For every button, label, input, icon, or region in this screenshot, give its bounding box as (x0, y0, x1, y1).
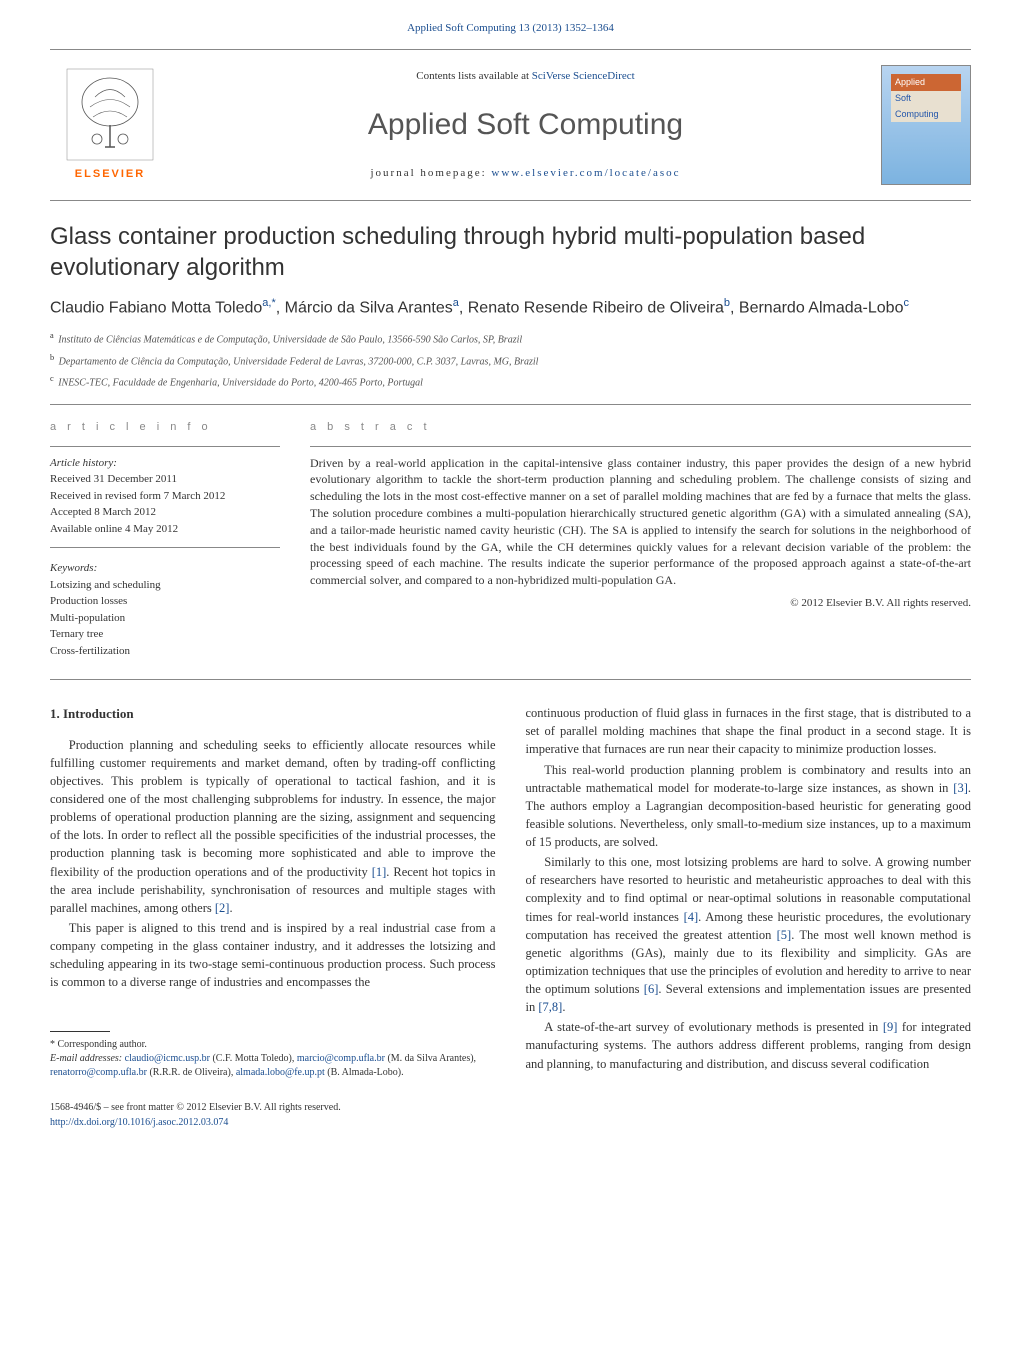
cover-badge-line2: Soft (891, 91, 961, 107)
journal-header-center: Contents lists available at SciVerse Sci… (170, 68, 881, 182)
emails-label: E-mail addresses: (50, 1053, 125, 1064)
header-citation: Applied Soft Computing 13 (2013) 1352–13… (50, 20, 971, 37)
rule-above-info (50, 404, 971, 405)
rule-below-abstract (50, 679, 971, 680)
history-label: Article history: (50, 455, 280, 472)
homepage-prefix: journal homepage: (371, 167, 492, 179)
corresponding-author-note: * Corresponding author. (50, 1038, 496, 1052)
homepage-link[interactable]: www.elsevier.com/locate/asoc (491, 167, 680, 179)
right-paragraphs: continuous production of fluid glass in … (526, 704, 972, 1073)
affiliation-line: a Instituto de Ciências Matemáticas e de… (50, 330, 971, 347)
affiliations-block: a Instituto de Ciências Matemáticas e de… (50, 330, 971, 390)
article-info-label: a r t i c l e i n f o (50, 419, 280, 436)
keyword-item: Production losses (50, 593, 280, 610)
abstract-column: a b s t r a c t Driven by a real-world a… (310, 419, 971, 659)
history-items: Received 31 December 2011Received in rev… (50, 471, 280, 537)
affiliation-line: c INESC-TEC, Faculdade de Engenharia, Un… (50, 373, 971, 390)
body-paragraph: continuous production of fluid glass in … (526, 704, 972, 758)
keyword-item: Ternary tree (50, 626, 280, 643)
section-heading-1: 1. Introduction (50, 704, 496, 724)
right-column: continuous production of fluid glass in … (526, 704, 972, 1130)
keyword-item: Multi-population (50, 610, 280, 627)
bottom-publication-info: 1568-4946/$ – see front matter © 2012 El… (50, 1100, 496, 1130)
info-abstract-row: a r t i c l e i n f o Article history: R… (50, 419, 971, 659)
left-column: 1. Introduction Production planning and … (50, 704, 496, 1130)
elsevier-tree-icon (65, 67, 155, 162)
history-item: Received in revised form 7 March 2012 (50, 488, 280, 505)
keyword-items: Lotsizing and schedulingProduction losse… (50, 577, 280, 660)
abstract-rule (310, 446, 971, 447)
history-item: Received 31 December 2011 (50, 471, 280, 488)
keywords-label: Keywords: (50, 560, 280, 577)
journal-header: ELSEVIER Contents lists available at Sci… (50, 49, 971, 201)
body-paragraph: This real-world production planning prob… (526, 761, 972, 852)
isbn-line: 1568-4946/$ – see front matter © 2012 El… (50, 1100, 496, 1115)
cover-badge-line1: Applied (891, 74, 961, 92)
journal-name: Applied Soft Computing (170, 102, 881, 147)
body-columns: 1. Introduction Production planning and … (50, 704, 971, 1130)
contents-prefix: Contents lists available at (416, 70, 531, 82)
body-paragraph: A state-of-the-art survey of evolutionar… (526, 1018, 972, 1072)
journal-homepage-line: journal homepage: www.elsevier.com/locat… (170, 165, 881, 182)
history-item: Accepted 8 March 2012 (50, 504, 280, 521)
article-title: Glass container production scheduling th… (50, 221, 971, 283)
body-paragraph: This paper is aligned to this trend and … (50, 919, 496, 992)
affiliation-line: b Departamento de Ciência da Computação,… (50, 352, 971, 369)
body-paragraph: Similarly to this one, most lotsizing pr… (526, 853, 972, 1016)
footnote-separator (50, 1031, 110, 1032)
history-item: Available online 4 May 2012 (50, 521, 280, 538)
body-paragraph: Production planning and scheduling seeks… (50, 736, 496, 917)
sciencedirect-link[interactable]: SciVerse ScienceDirect (532, 70, 635, 82)
info-rule (50, 446, 280, 447)
elsevier-text: ELSEVIER (75, 166, 145, 183)
abstract-copyright: © 2012 Elsevier B.V. All rights reserved… (310, 595, 971, 612)
info-rule-2 (50, 547, 280, 548)
authors-line: Claudio Fabiano Motta Toledoa,*, Márcio … (50, 295, 971, 320)
abstract-text: Driven by a real-world application in th… (310, 455, 971, 589)
emails-footnote: E-mail addresses: claudio@icmc.usp.br (C… (50, 1052, 496, 1080)
elsevier-logo: ELSEVIER (50, 60, 170, 190)
abstract-label: a b s t r a c t (310, 419, 971, 436)
cover-badge-line3: Computing (891, 107, 961, 123)
doi-link[interactable]: http://dx.doi.org/10.1016/j.asoc.2012.03… (50, 1117, 228, 1128)
keyword-item: Lotsizing and scheduling (50, 577, 280, 594)
journal-cover-thumbnail: Applied Soft Computing (881, 65, 971, 185)
keyword-item: Cross-fertilization (50, 643, 280, 660)
article-info-column: a r t i c l e i n f o Article history: R… (50, 419, 280, 659)
left-paragraphs: Production planning and scheduling seeks… (50, 736, 496, 992)
contents-available-line: Contents lists available at SciVerse Sci… (170, 68, 881, 85)
